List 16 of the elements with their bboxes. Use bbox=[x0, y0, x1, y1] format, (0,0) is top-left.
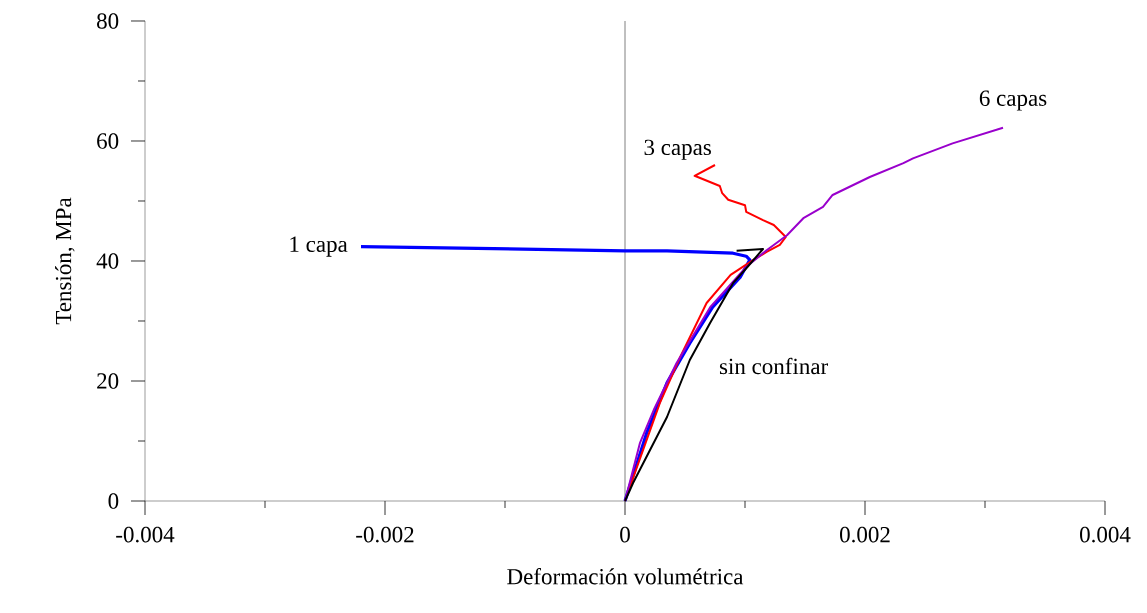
x-tick-label: -0.004 bbox=[116, 526, 175, 543]
y-tick-label: 40 bbox=[96, 253, 119, 269]
series-label: 6 capas bbox=[979, 90, 1047, 111]
y-tick-label: 0 bbox=[108, 493, 119, 509]
x-tick-label: 0.002 bbox=[840, 526, 890, 543]
x-tick-label: 0.004 bbox=[1080, 526, 1131, 543]
y-axis-title: Tensión, MPa bbox=[55, 197, 75, 325]
y-tick-label: 60 bbox=[97, 133, 119, 149]
y-tick-label: 80 bbox=[97, 13, 119, 29]
series-label: 1 capa bbox=[290, 236, 348, 257]
x-tick-label: 0 bbox=[620, 526, 630, 543]
y-tick-label: 20 bbox=[97, 373, 119, 389]
x-tick-label: -0.002 bbox=[356, 526, 414, 543]
series-label: 3 capas bbox=[644, 139, 711, 160]
x-axis-title: Deformación volumétrica bbox=[507, 568, 744, 585]
series-label: sin confinar bbox=[719, 357, 829, 375]
